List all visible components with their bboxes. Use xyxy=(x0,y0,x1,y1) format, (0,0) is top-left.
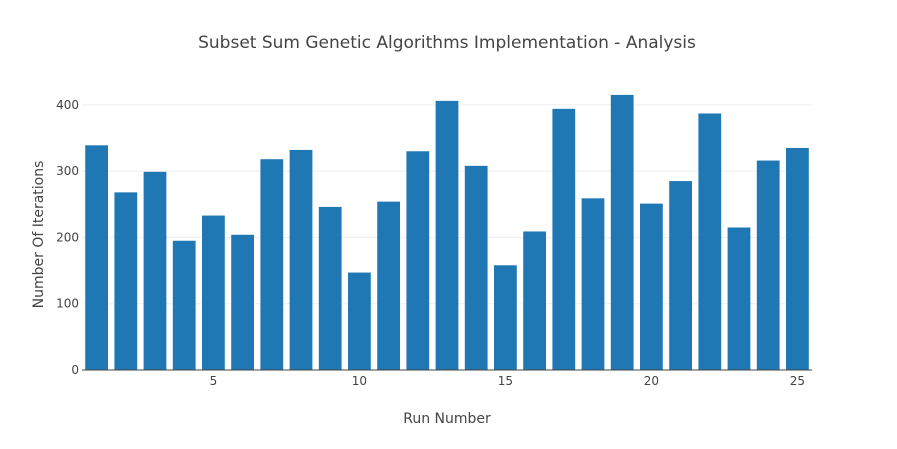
y-tick-label: 200 xyxy=(56,230,79,244)
bar-run-9[interactable] xyxy=(318,206,342,370)
bar-run-23[interactable] xyxy=(727,227,751,370)
bar-run-17[interactable] xyxy=(552,108,576,370)
bar-run-19[interactable] xyxy=(610,94,634,370)
bar-run-1[interactable] xyxy=(85,145,108,370)
bar-run-3[interactable] xyxy=(143,171,167,370)
bar-run-18[interactable] xyxy=(581,198,605,370)
bar-run-6[interactable] xyxy=(231,234,254,370)
y-tick-labels: 0 100 200 300 400 xyxy=(56,98,79,377)
bar-run-21[interactable] xyxy=(669,181,692,370)
bar-run-25[interactable] xyxy=(786,147,809,370)
bar-run-15[interactable] xyxy=(494,265,517,370)
y-axis-title: Number Of Iterations xyxy=(31,161,47,309)
chart-title: Subset Sum Genetic Algorithms Implementa… xyxy=(198,33,696,53)
y-tick-label: 400 xyxy=(56,98,79,112)
y-tick-label: 100 xyxy=(56,297,79,311)
x-tick-label: 15 xyxy=(498,374,513,388)
x-axis-title: Run Number xyxy=(403,411,491,427)
bar-run-5[interactable] xyxy=(202,215,225,370)
bar-run-4[interactable] xyxy=(172,240,196,370)
bar-run-24[interactable] xyxy=(756,160,780,370)
x-tick-label: 10 xyxy=(352,374,367,388)
bar-run-10[interactable] xyxy=(348,272,371,370)
bar-run-13[interactable] xyxy=(435,100,459,371)
bars xyxy=(85,94,809,371)
bar-run-8[interactable] xyxy=(289,149,313,370)
x-tick-label: 5 xyxy=(210,374,218,388)
bar-run-11[interactable] xyxy=(377,201,400,370)
bar-run-20[interactable] xyxy=(640,203,663,370)
x-tick-labels: 5 10 15 20 25 xyxy=(210,374,805,388)
bar-run-12[interactable] xyxy=(406,151,430,370)
bar-run-2[interactable] xyxy=(114,192,138,370)
y-tick-label: 300 xyxy=(56,164,79,178)
bar-run-14[interactable] xyxy=(464,165,488,370)
bar-run-16[interactable] xyxy=(523,231,546,370)
x-tick-label: 25 xyxy=(790,374,805,388)
x-tick-label: 20 xyxy=(644,374,659,388)
bar-run-7[interactable] xyxy=(260,159,284,370)
y-tick-label: 0 xyxy=(71,363,79,377)
bar-run-22[interactable] xyxy=(698,113,722,370)
